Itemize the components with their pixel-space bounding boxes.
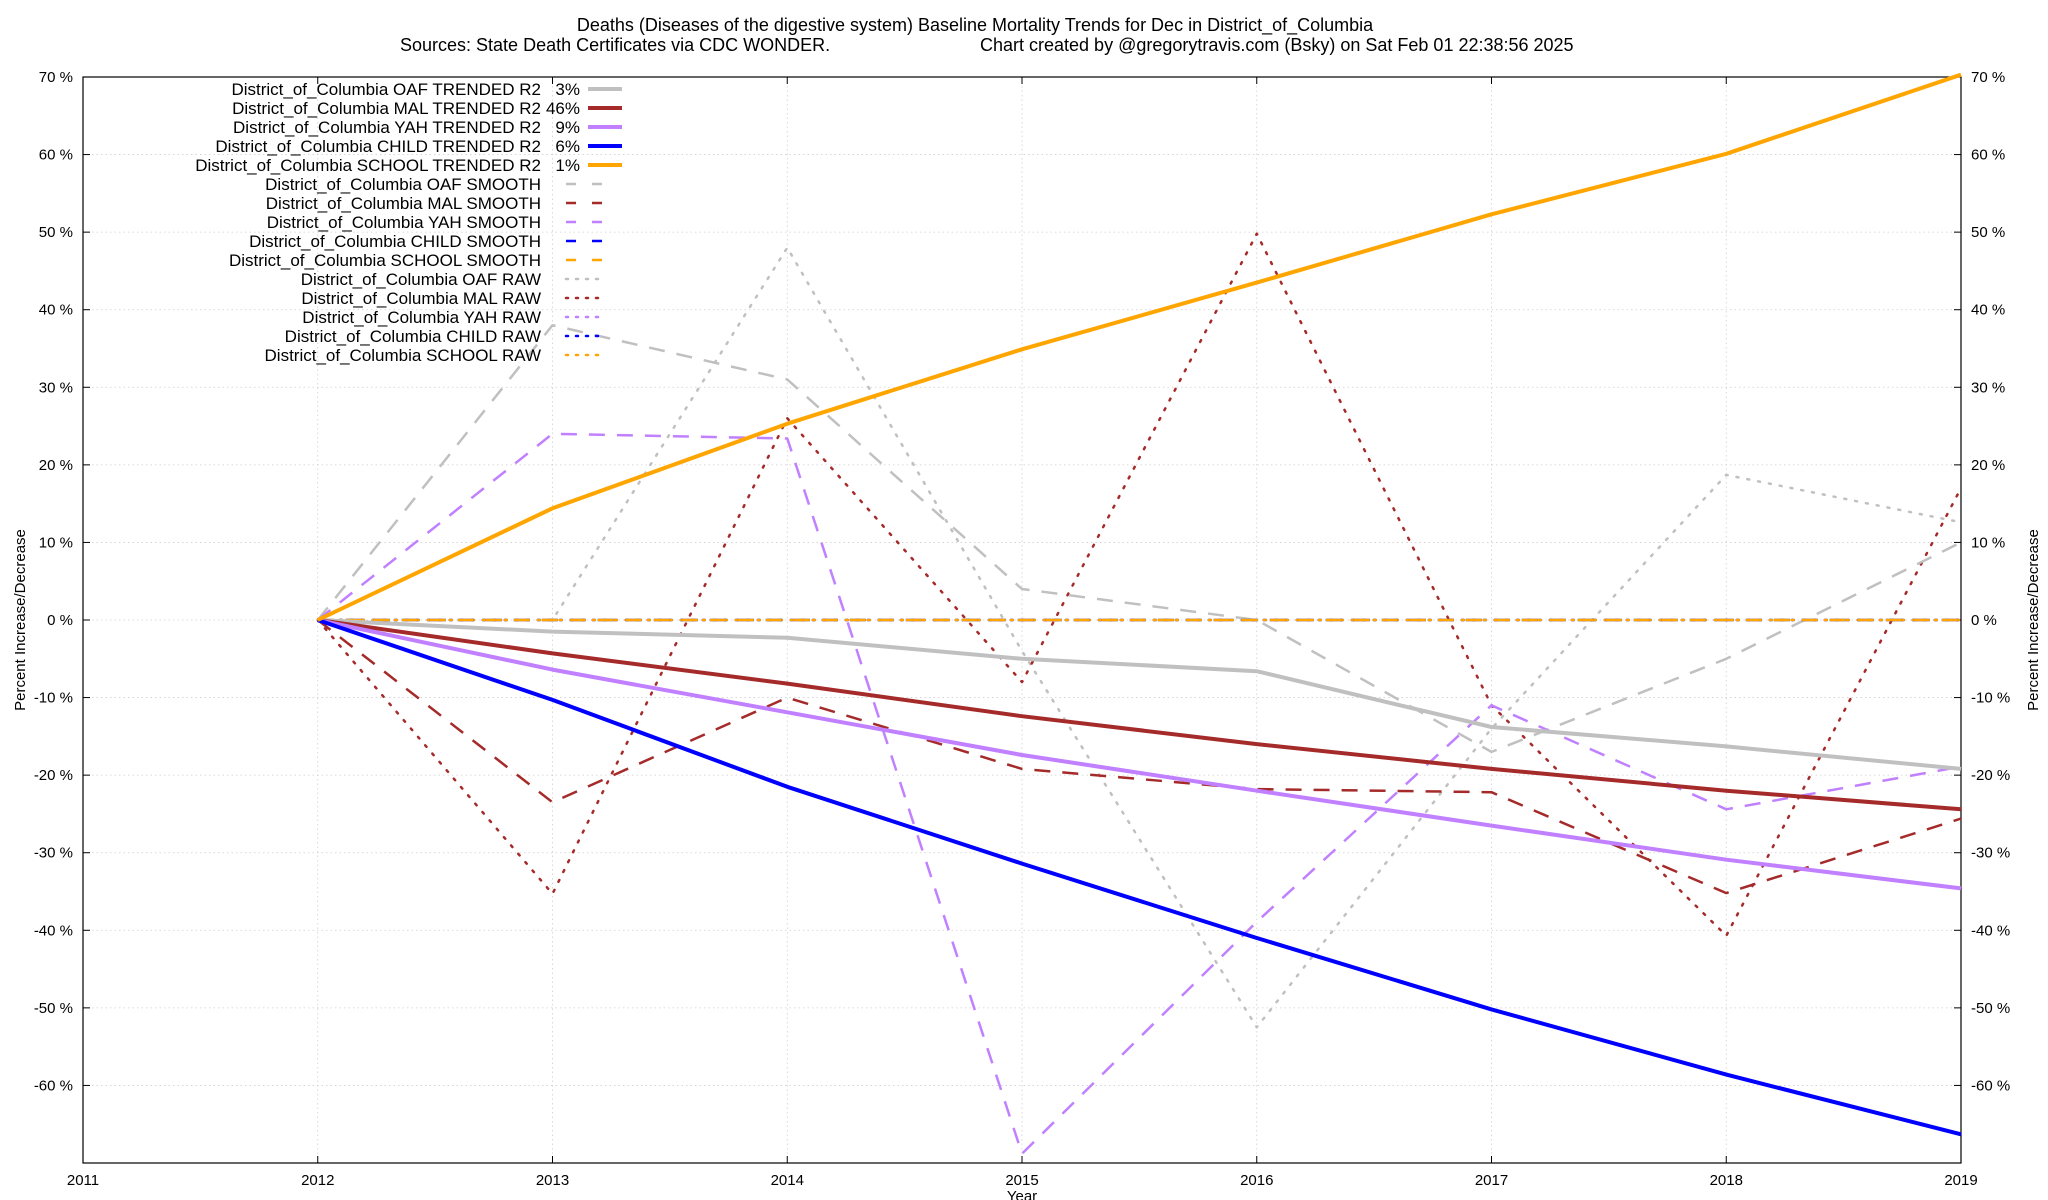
y-tick-label-left: -40 % xyxy=(34,922,73,939)
y-tick-label-left: -20 % xyxy=(34,767,73,784)
y-tick-label-right: -20 % xyxy=(1971,767,2010,784)
y-tick-label-left: -60 % xyxy=(34,1077,73,1094)
series-line-2 xyxy=(317,618,1962,891)
y-tick-label-left: 30 % xyxy=(39,379,73,396)
legend-label: District_of_Columbia YAH TRENDED R2 xyxy=(233,118,541,137)
legend-r2-value: 46% xyxy=(546,99,580,118)
legend-label: District_of_Columbia OAF TRENDED R2 xyxy=(231,80,541,99)
x-tick-label: 2018 xyxy=(1710,1172,1743,1189)
series-line-1 xyxy=(317,618,1962,812)
y-tick-label-right: 0 % xyxy=(1971,612,1997,629)
y-tick-label-left: 40 % xyxy=(39,302,73,319)
x-tick-label: 2016 xyxy=(1240,1172,1273,1189)
y-tick-label-left: 10 % xyxy=(39,534,73,551)
series-line-11 xyxy=(316,232,1963,937)
legend-label: District_of_Columbia CHILD RAW xyxy=(285,327,541,346)
x-axis-label: Year xyxy=(1007,1188,1037,1200)
y-tick-label-left: 0 % xyxy=(47,612,73,629)
y-tick-label-right: 40 % xyxy=(1971,302,2005,319)
x-axis: 2011 2012 2013 2014 2015 2016 2017 2018 2019 xyxy=(67,77,1978,1189)
legend-label: District_of_Columbia MAL SMOOTH xyxy=(266,194,541,213)
legend-label: District_of_Columbia OAF RAW xyxy=(301,270,541,289)
title-credit: Chart created by @gregorytravis.com (Bsk… xyxy=(980,35,1574,55)
legend-r2-value: 9% xyxy=(555,118,580,137)
y-tick-label-right: 20 % xyxy=(1971,457,2005,474)
x-tick-label: 2013 xyxy=(536,1172,569,1189)
series-line-5 xyxy=(316,323,1962,754)
series-line-0 xyxy=(317,618,1962,771)
x-tick-label: 2012 xyxy=(301,1172,334,1189)
y-tick-label-right: 30 % xyxy=(1971,379,2005,396)
y-tick-label-left: -30 % xyxy=(34,845,73,862)
series-line-10 xyxy=(316,246,1963,1029)
y-axis-label-right: Percent Increase/Decrease xyxy=(2025,529,2042,711)
series-line-3 xyxy=(317,618,1962,1137)
legend-label: District_of_Columbia OAF SMOOTH xyxy=(265,175,541,194)
series-line-6 xyxy=(317,619,1962,895)
y-tick-label-right: 60 % xyxy=(1971,147,2005,164)
x-tick-label: 2014 xyxy=(771,1172,804,1189)
y-tick-label-left: -50 % xyxy=(34,1000,73,1017)
legend-label: District_of_Columbia SCHOOL SMOOTH xyxy=(229,251,541,270)
y-tick-label-left: 50 % xyxy=(39,224,73,241)
legend: District_of_Columbia OAF TRENDED R2 3% Dis… xyxy=(195,80,622,365)
legend-label: District_of_Columbia SCHOOL RAW xyxy=(265,346,541,365)
y-tick-label-right: -50 % xyxy=(1971,1000,2010,1017)
title-sources: Sources: State Death Certificates via CD… xyxy=(400,35,830,55)
legend-r2-value: 1% xyxy=(555,156,580,175)
legend-label: District_of_Columbia CHILD TRENDED R2 xyxy=(215,137,541,156)
legend-label: District_of_Columbia YAH SMOOTH xyxy=(267,213,541,232)
y-tick-label-left: 70 % xyxy=(39,69,73,86)
chart-title: Deaths (Diseases of the digestive system… xyxy=(400,15,1574,55)
y-tick-label-right: -60 % xyxy=(1971,1077,2010,1094)
title-line-1: Deaths (Diseases of the digestive system… xyxy=(577,15,1374,36)
y-tick-label-left: -10 % xyxy=(34,690,73,707)
legend-label: District_of_Columbia YAH RAW xyxy=(302,308,541,327)
y-tick-label-right: -40 % xyxy=(1971,922,2010,939)
series-line-4 xyxy=(316,72,1962,622)
x-tick-label: 2019 xyxy=(1944,1172,1977,1189)
series-layer xyxy=(316,72,1963,1155)
x-tick-label: 2017 xyxy=(1475,1172,1508,1189)
y-tick-label-right: 70 % xyxy=(1971,69,2005,86)
x-tick-label: 2011 xyxy=(67,1172,99,1189)
y-tick-label-right: 50 % xyxy=(1971,224,2005,241)
legend-label: District_of_Columbia CHILD SMOOTH xyxy=(249,232,541,251)
y-tick-label-right: 10 % xyxy=(1971,534,2005,551)
grid xyxy=(83,77,1961,1163)
legend-r2-value: 3% xyxy=(555,80,580,99)
legend-label: District_of_Columbia SCHOOL TRENDED R2 xyxy=(195,156,541,175)
y-tick-label-left: 20 % xyxy=(39,457,73,474)
y-axis-right: 70 % 60 % 50 % 40 % 30 % 20 % 10 % 0 % -10 % -20 … xyxy=(1954,69,2010,1094)
y-axis-label-left: Percent Increase/Decrease xyxy=(12,529,29,711)
legend-label: District_of_Columbia MAL RAW xyxy=(301,289,541,308)
series-line-7 xyxy=(317,432,1962,1155)
x-tick-label: 2015 xyxy=(1005,1172,1038,1189)
y-tick-label-right: -30 % xyxy=(1971,845,2010,862)
y-tick-label-left: 60 % xyxy=(39,147,73,164)
y-tick-label-right: -10 % xyxy=(1971,690,2010,707)
legend-r2-value: 6% xyxy=(555,137,580,156)
legend-label: District_of_Columbia MAL TRENDED R2 xyxy=(232,99,541,118)
y-axis-left: 70 % 60 % 50 % 40 % 30 % 20 % 10 % 0 % -10 % -20 … xyxy=(34,69,90,1094)
